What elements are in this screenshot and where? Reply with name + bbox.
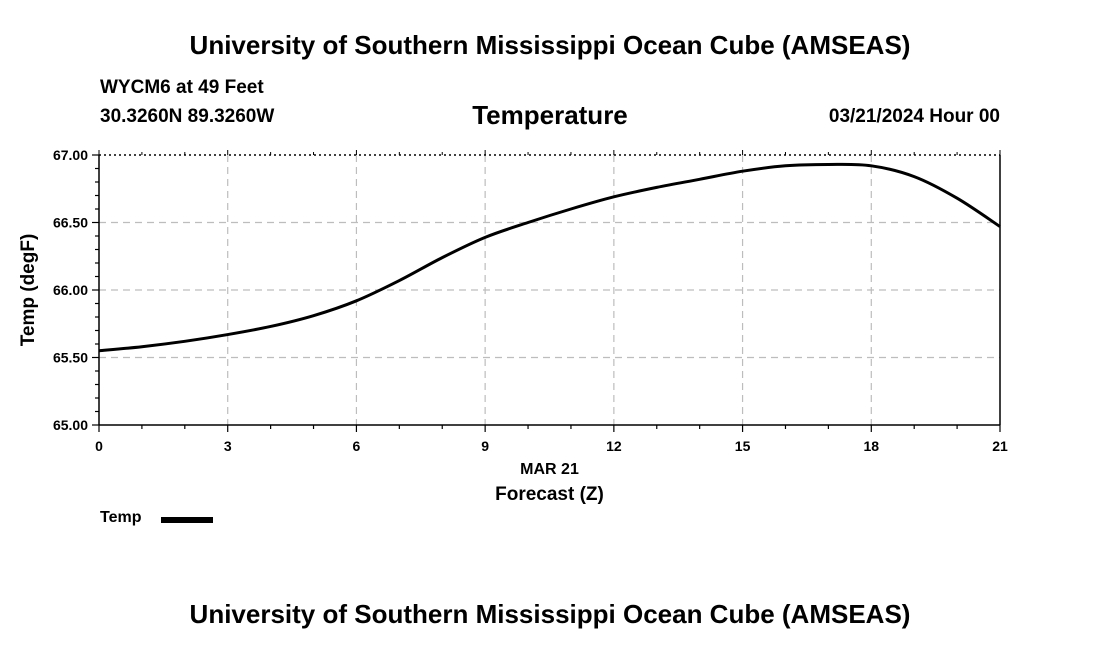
- x-tick-label: 6: [353, 438, 361, 454]
- footer-title: University of Southern Mississippi Ocean…: [189, 599, 911, 629]
- x-tick-label: 3: [224, 438, 232, 454]
- series-line-temp: [98, 162, 1001, 353]
- legend-label-temp: Temp: [100, 509, 142, 526]
- page-title: University of Southern Mississippi Ocean…: [189, 30, 911, 60]
- y-tick-label: 65.50: [53, 350, 88, 366]
- forecast-datetime: 03/21/2024 Hour 00: [828, 106, 1000, 127]
- x-tick-label: 18: [863, 438, 879, 454]
- coordinates-label: 30.3260N 89.3260W: [100, 106, 275, 127]
- y-tick-label: 65.00: [53, 417, 88, 433]
- legend-swatch-temp: [161, 517, 213, 523]
- station-label: WYCM6 at 49 Feet: [100, 77, 264, 98]
- x-tick-label: 21: [992, 438, 1008, 454]
- chart-title: Temperature: [472, 100, 628, 130]
- y-tick-label: 66.00: [53, 282, 88, 298]
- x-tick-label: 0: [95, 438, 103, 454]
- x-tick-label: 15: [735, 438, 751, 454]
- x-tick-label: 9: [481, 438, 489, 454]
- y-tick-label: 67.00: [53, 147, 88, 163]
- x-axis-label: Forecast (Z): [495, 484, 604, 505]
- x-axis-date-label: MAR 21: [520, 461, 579, 478]
- x-tick-label: 12: [606, 438, 622, 454]
- y-tick-label: 66.50: [53, 215, 88, 231]
- y-axis-label: Temp (degF): [18, 234, 39, 347]
